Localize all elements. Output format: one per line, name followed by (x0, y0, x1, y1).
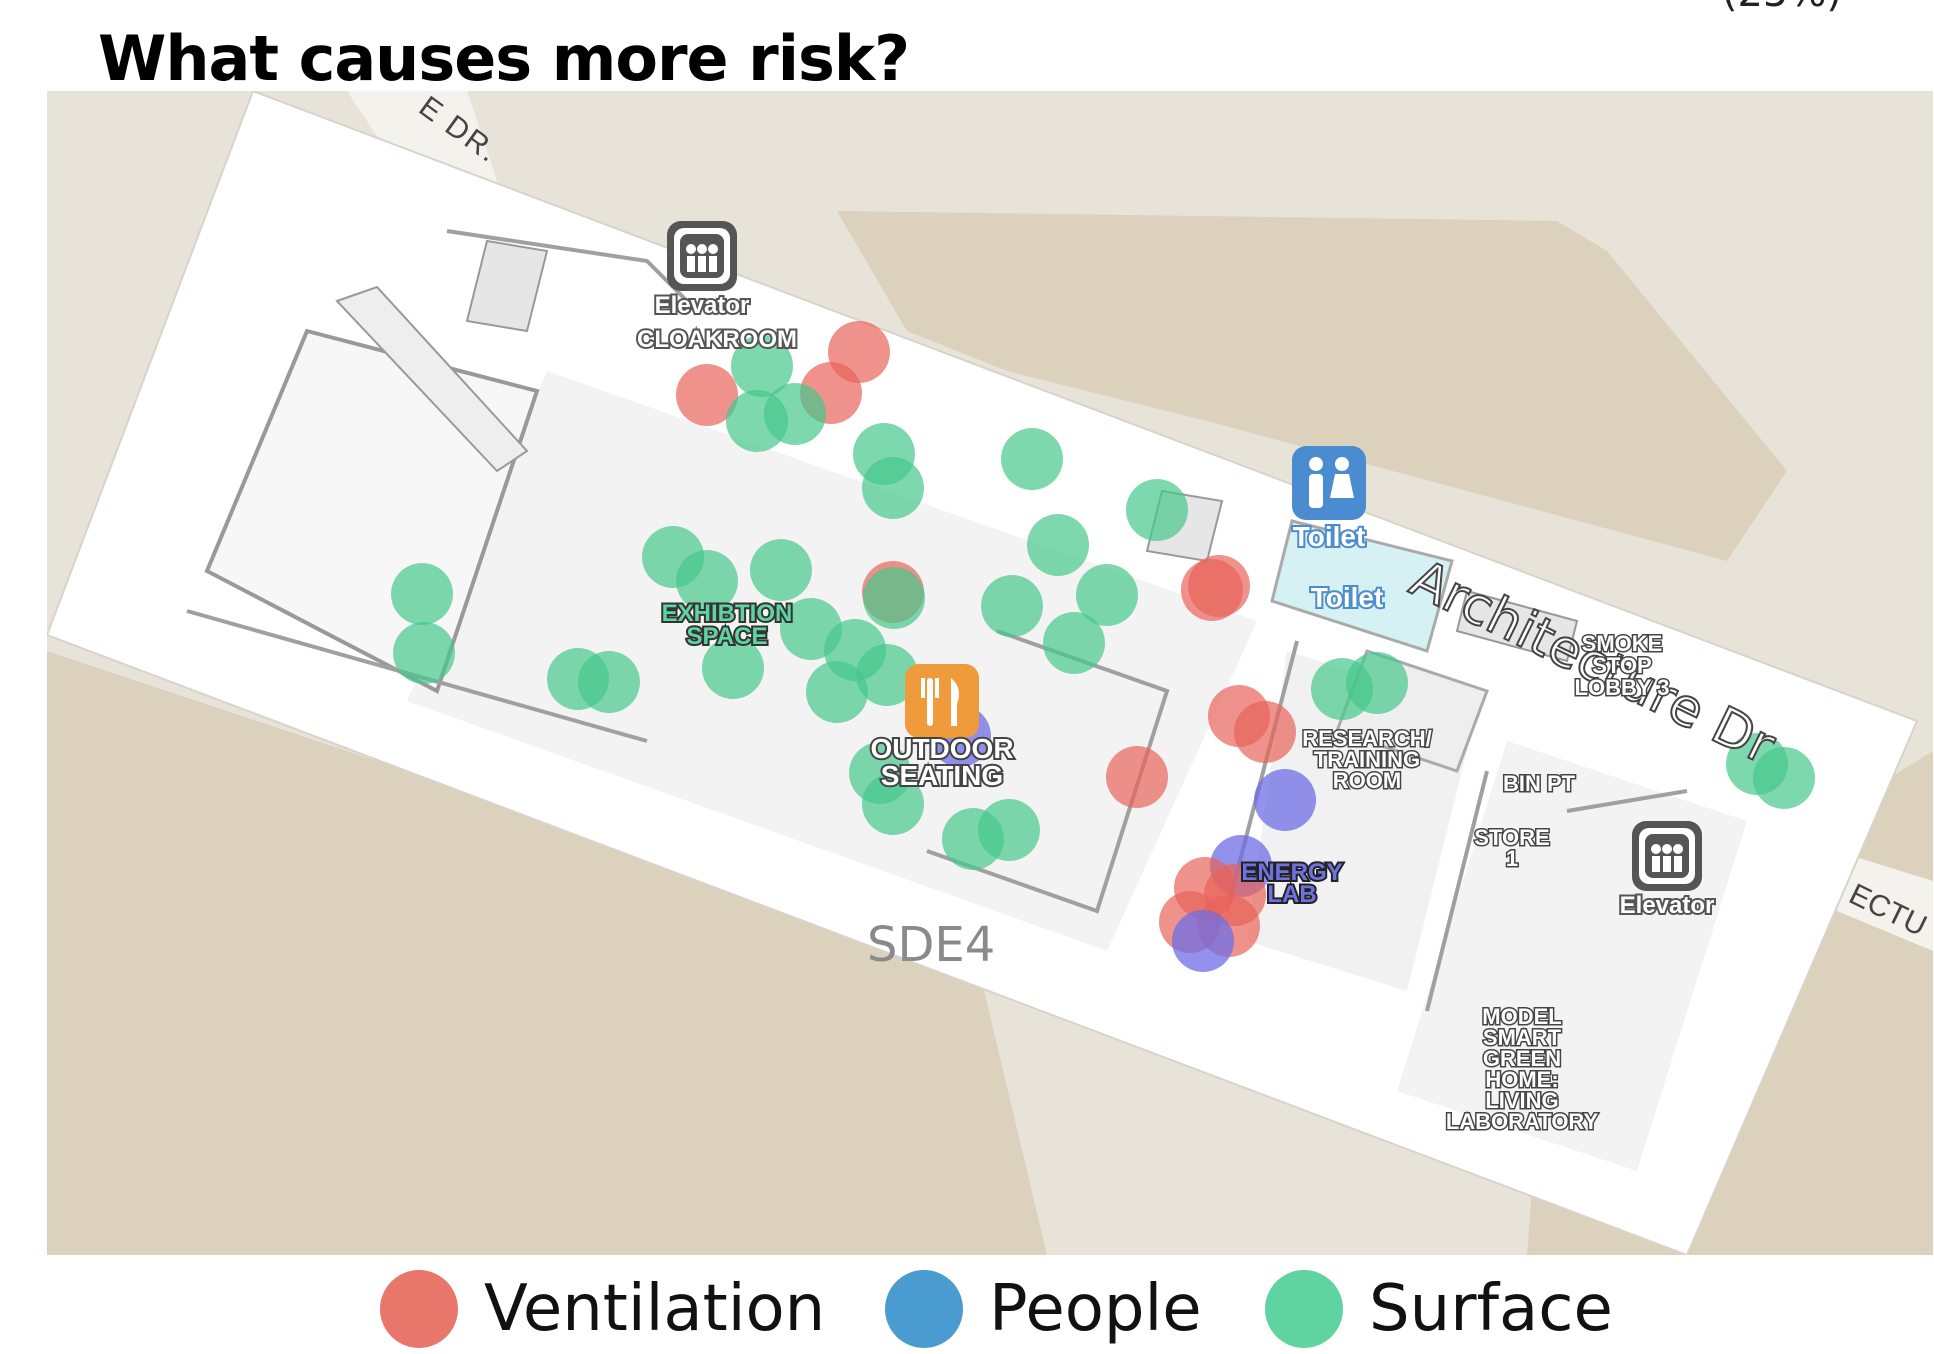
model-label-1: MODEL (1482, 1004, 1561, 1029)
surface-marker (806, 661, 868, 723)
surface-marker (1043, 612, 1105, 674)
model-label-2: SMART (1483, 1025, 1562, 1050)
ventilation-marker (1188, 555, 1250, 617)
elevator-icon (667, 221, 737, 291)
surface-marker (862, 457, 924, 519)
smoke-label-3: LOBBY 3 (1575, 675, 1670, 700)
building-block-left (47, 651, 1047, 1255)
surface-marker (393, 622, 455, 684)
surface-marker (1001, 428, 1063, 490)
ventilation-marker (1106, 746, 1168, 808)
toilet-room (1270, 519, 1454, 653)
surface-marker (391, 563, 453, 625)
surface-marker (942, 808, 1004, 870)
exhibition-label-2: SPACE (687, 623, 768, 650)
smoke-label-2: STOP (1592, 653, 1652, 678)
ventilation-marker (676, 364, 738, 426)
restaurant-icon (905, 664, 979, 738)
corner-percentage: (25%) (1722, 0, 1842, 16)
surface-marker (676, 550, 738, 612)
surface-marker (1346, 652, 1408, 714)
store-label-2: 1 (1506, 846, 1518, 871)
toilet-icon (1292, 446, 1366, 520)
surface-marker (750, 539, 812, 601)
toilet-label: Toilet (1293, 521, 1366, 552)
legend-label: Ventilation (484, 1272, 826, 1346)
legend-item-ventilation: Ventilation (380, 1270, 825, 1348)
surface-marker (1753, 747, 1815, 809)
surface-marker (862, 773, 924, 835)
ventilation-marker (1234, 701, 1296, 763)
surface-marker (981, 575, 1043, 637)
surface-marker (764, 383, 826, 445)
cloakroom-label: CLOAKROOM (637, 326, 797, 353)
exhibition-label-1: EXHIBTION (662, 600, 793, 627)
people-marker (1172, 910, 1234, 972)
outdoor-label-1: OUTDOOR (870, 733, 1013, 764)
research-label-1: RESEARCH/ (1302, 726, 1432, 751)
surface-marker (863, 567, 925, 629)
legend-swatch-ventilation (380, 1270, 458, 1348)
research-label-2: TRAINING (1314, 747, 1420, 772)
legend-swatch-surface (1265, 1270, 1343, 1348)
elevator-label-top: Elevator (655, 292, 750, 319)
surface-marker (731, 335, 793, 397)
road-right (1837, 851, 1933, 951)
stairs-right (1455, 589, 1579, 663)
building-label: SDE4 (867, 917, 995, 973)
legend-item-people: People (885, 1270, 1202, 1348)
outdoor-label-2: SEATING (881, 760, 1003, 791)
surface-marker (1027, 514, 1089, 576)
floor-map: E DR. Architecture Dr ECTU SDE4 Elevator… (47, 91, 1933, 1255)
legend-label: People (989, 1272, 1202, 1346)
surface-marker (856, 644, 918, 706)
model-label-3: GREEN (1483, 1046, 1561, 1071)
model-label-6: LABORATORY (1446, 1109, 1599, 1134)
legend-label: Surface (1369, 1272, 1613, 1346)
surface-marker (1076, 564, 1138, 626)
energy-label-2: LAB (1267, 881, 1316, 908)
toilet-room-label: Toilet (1311, 582, 1384, 613)
research-label-3: ROOM (1333, 768, 1401, 793)
store-label-1: STORE (1474, 825, 1549, 850)
smoke-label-1: SMOKE (1582, 631, 1663, 656)
elevator-label-right: Elevator (1620, 892, 1715, 919)
stairs-top (465, 239, 549, 333)
surface-marker (1126, 479, 1188, 541)
surface-marker (702, 637, 764, 699)
building-block-top (837, 211, 1787, 561)
page-title: What causes more risk? (98, 22, 910, 95)
legend-swatch-people (885, 1270, 963, 1348)
surface-marker (578, 651, 640, 713)
stairs-left (335, 285, 529, 473)
model-label-4: HOME: (1485, 1067, 1558, 1092)
energy-label-1: ENERGY (1241, 859, 1342, 886)
model-label-5: LIVING (1485, 1088, 1558, 1113)
risk-bubbles (391, 321, 1815, 972)
legend: Ventilation People Surface (0, 1262, 1934, 1354)
people-marker (1254, 769, 1316, 831)
elevator-icon (1632, 821, 1702, 891)
bin-label: BIN PT (1503, 771, 1576, 796)
legend-item-surface: Surface (1265, 1270, 1613, 1348)
